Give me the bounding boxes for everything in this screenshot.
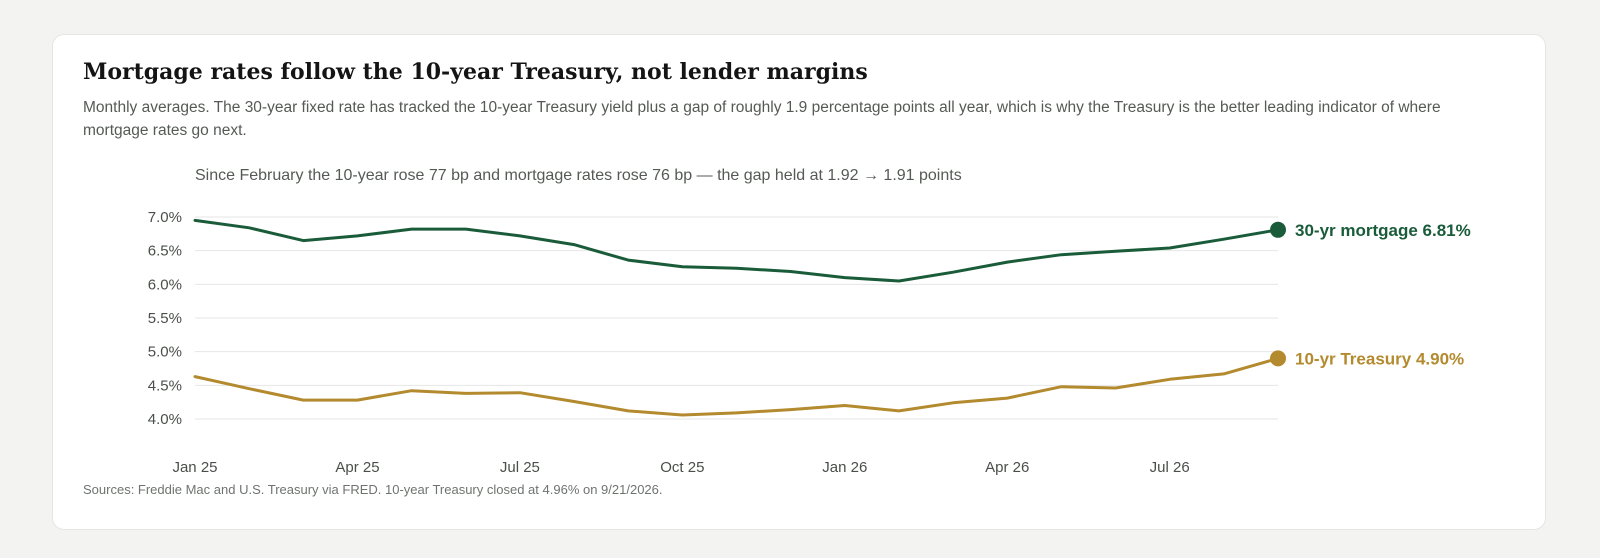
y-tick-label: 5.0% bbox=[148, 344, 182, 361]
y-tick-label: 7.0% bbox=[148, 209, 182, 226]
series-end-dot bbox=[1270, 221, 1286, 238]
series-line bbox=[193, 356, 1280, 417]
gridlines bbox=[195, 216, 1278, 420]
x-tick-label: Apr 26 bbox=[985, 459, 1029, 476]
y-tick-label: 6.5% bbox=[148, 243, 182, 260]
chart-subtitle: Monthly averages. The 30-year fixed rate… bbox=[83, 99, 1441, 139]
series-end-label: 10-yr Treasury 4.90% bbox=[1295, 349, 1464, 368]
series-line bbox=[193, 218, 1280, 283]
y-tick-label: 6.0% bbox=[148, 276, 182, 293]
chart-annotation: Since February the 10-year rose 77 bp an… bbox=[195, 167, 962, 184]
x-tick-label: Jan 26 bbox=[822, 459, 867, 476]
x-tick-label: Oct 25 bbox=[660, 459, 704, 476]
series-end-dot bbox=[1270, 350, 1286, 367]
y-tick-label: 5.5% bbox=[148, 310, 182, 327]
x-axis-ticks: Jan 25 Apr 25 Jul 25 Oct 25 Jan 26 Apr 26 Jul … bbox=[172, 459, 1189, 476]
x-tick-label: Jul 25 bbox=[500, 459, 540, 476]
y-tick-label: 4.5% bbox=[148, 377, 182, 394]
x-tick-label: Jul 26 bbox=[1150, 459, 1190, 476]
series-lines bbox=[193, 218, 1280, 417]
chart-card: Mortgage rates follow the 10-year Treasu… bbox=[52, 34, 1546, 530]
y-axis-ticks: 4.0% 4.5% 5.0% 5.5% 6.0% 6.5% 7.0% bbox=[148, 209, 182, 428]
y-tick-label: 4.0% bbox=[148, 411, 182, 428]
series-end-label: 30-yr mortgage 6.81% bbox=[1295, 221, 1471, 240]
source-footnote: Sources: Freddie Mac and U.S. Treasury v… bbox=[83, 482, 663, 497]
x-tick-label: Apr 25 bbox=[335, 459, 379, 476]
series-end-markers: 30-yr mortgage 6.81% 10-yr Treasury 4.90% bbox=[1270, 221, 1471, 368]
chart-title: Mortgage rates follow the 10-year Treasu… bbox=[83, 59, 868, 85]
x-tick-label: Jan 25 bbox=[172, 459, 217, 476]
